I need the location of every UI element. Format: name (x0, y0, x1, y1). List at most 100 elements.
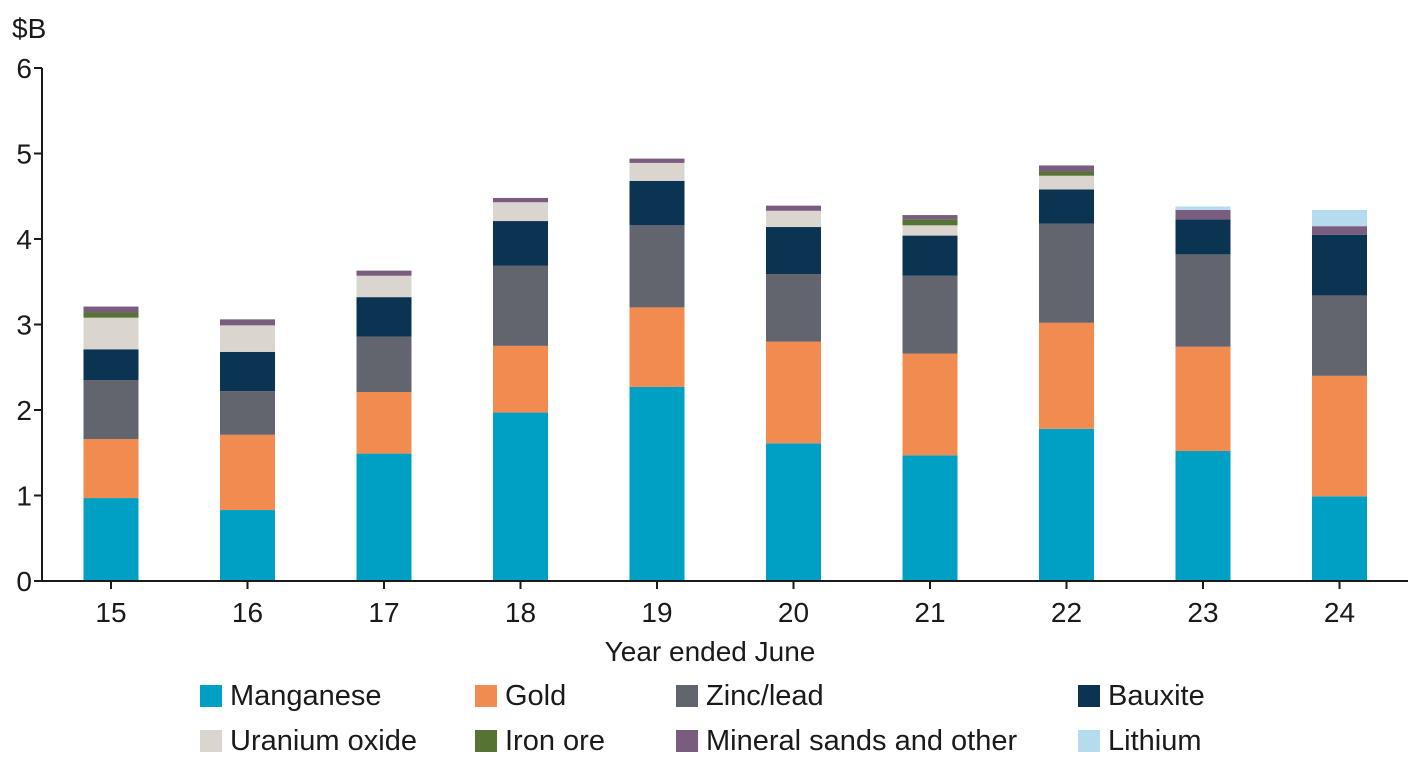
legend-item: Mineral sands and other (676, 721, 1017, 761)
bar-segment-gold (493, 345, 548, 413)
legend-swatch (1078, 685, 1100, 707)
x-tick-label: 20 (778, 597, 809, 628)
bar-segment-zinc-lead (356, 336, 412, 393)
bar-segment-bauxite (356, 297, 412, 337)
legend-label: Lithium (1108, 724, 1202, 757)
x-tick-label: 17 (368, 597, 399, 628)
bar-segment-manganese (220, 510, 275, 581)
bar-segment-zinc-lead (902, 275, 958, 354)
bar-segment-gold (83, 439, 139, 499)
legend-label: Zinc/lead (706, 679, 824, 712)
bar-segment-lithium (1175, 206, 1231, 210)
bar-segment-zinc-lead (766, 274, 821, 342)
bar-segment-manganese (902, 455, 958, 581)
legend-swatch (475, 730, 497, 752)
y-axis-ticks: 0 1 2 3 4 5 6 (16, 53, 42, 597)
bar-segment-uranium-oxide (766, 210, 821, 228)
legend-swatch (200, 730, 222, 752)
x-axis-title: Year ended June (605, 636, 816, 667)
x-tick-label: 21 (914, 597, 945, 628)
y-tick-label: 4 (16, 224, 32, 255)
y-tick-label: 6 (16, 53, 32, 84)
bar-segment-uranium-oxide (1039, 175, 1094, 190)
bar-segment-mineral-sands-and-other (1039, 165, 1094, 172)
bar-segment-iron-ore (1039, 171, 1094, 176)
bar-segment-bauxite (902, 235, 958, 276)
bar-segment-manganese (766, 443, 821, 581)
bar-segment-gold (220, 434, 275, 511)
bar-segment-manganese (629, 386, 685, 581)
y-tick-label: 2 (16, 395, 32, 426)
legend-label: Gold (505, 679, 567, 712)
bar-segment-bauxite (220, 351, 275, 392)
bar-segment-manganese (1175, 451, 1231, 581)
bar-segment-manganese (1039, 428, 1094, 581)
x-tick-label: 16 (232, 597, 263, 628)
y-axis-unit-label: $B (12, 13, 46, 44)
x-tick-label: 22 (1051, 597, 1082, 628)
x-axis-ticks: 15 16 17 18 19 20 21 22 23 24 (95, 581, 1355, 628)
bar-segment-bauxite (1175, 219, 1231, 255)
bar-segment-mineral-sands-and-other (629, 158, 685, 163)
bar-segment-manganese (356, 453, 412, 581)
bar-segment-bauxite (629, 180, 685, 226)
bar-segment-manganese (83, 498, 139, 581)
bar-segment-mineral-sands-and-other (1175, 209, 1231, 220)
bar-segment-zinc-lead (220, 391, 275, 435)
bar-segment-mineral-sands-and-other (220, 319, 275, 326)
x-tick-label: 23 (1187, 597, 1218, 628)
x-tick-label: 15 (95, 597, 126, 628)
legend-swatch (475, 685, 497, 707)
bar-segment-mineral-sands-and-other (83, 306, 139, 313)
x-tick-label: 19 (641, 597, 672, 628)
y-tick-label: 3 (16, 310, 32, 341)
bar-segment-uranium-oxide (220, 325, 275, 352)
bar-segment-gold (356, 392, 412, 454)
bar-segment-zinc-lead (629, 225, 685, 308)
bar-segment-zinc-lead (1039, 223, 1094, 323)
x-tick-label: 18 (505, 597, 536, 628)
bar-segment-lithium (1312, 209, 1367, 227)
bar-segment-uranium-oxide (493, 202, 548, 222)
bar-segment-gold (629, 307, 685, 387)
bar-segment-uranium-oxide (356, 275, 412, 298)
legend-item: Zinc/lead (676, 676, 824, 716)
y-tick-label: 1 (16, 481, 32, 512)
y-tick-label: 5 (16, 139, 32, 170)
legend-item: Iron ore (475, 721, 605, 761)
legend-label: Bauxite (1108, 679, 1205, 712)
legend-label: Iron ore (505, 724, 605, 757)
legend-swatch (676, 730, 698, 752)
x-tick-label: 24 (1324, 597, 1355, 628)
bar-segment-bauxite (766, 227, 821, 275)
bar-segment-zinc-lead (1175, 254, 1231, 347)
bar-segment-uranium-oxide (83, 317, 139, 350)
bar-segment-bauxite (493, 221, 548, 266)
bar-segment-zinc-lead (83, 380, 139, 440)
legend-item: Bauxite (1078, 676, 1205, 716)
bar-segment-mineral-sands-and-other (493, 197, 548, 203)
bar-segment-gold (902, 353, 958, 456)
bar-segment-gold (766, 341, 821, 444)
legend-item: Manganese (200, 676, 382, 716)
legend-swatch (1078, 730, 1100, 752)
bar-segment-gold (1312, 375, 1367, 497)
bar-segment-uranium-oxide (629, 162, 685, 181)
legend-swatch (676, 685, 698, 707)
legend-label: Uranium oxide (230, 724, 417, 757)
bar-segment-uranium-oxide (902, 225, 958, 236)
bar-segment-manganese (493, 412, 548, 581)
bar-segment-manganese (1312, 496, 1367, 581)
bars (83, 158, 1367, 581)
bar-segment-gold (1175, 346, 1231, 452)
bar-segment-gold (1039, 322, 1094, 429)
bar-segment-mineral-sands-and-other (1312, 226, 1367, 235)
legend-swatch (200, 685, 222, 707)
y-tick-label: 0 (16, 566, 32, 597)
bar-segment-bauxite (1312, 234, 1367, 296)
legend-label: Manganese (230, 679, 382, 712)
legend: Manganese Gold Zinc/lead Bauxite Uranium oxi… (200, 676, 1300, 766)
bar-segment-zinc-lead (493, 265, 548, 346)
